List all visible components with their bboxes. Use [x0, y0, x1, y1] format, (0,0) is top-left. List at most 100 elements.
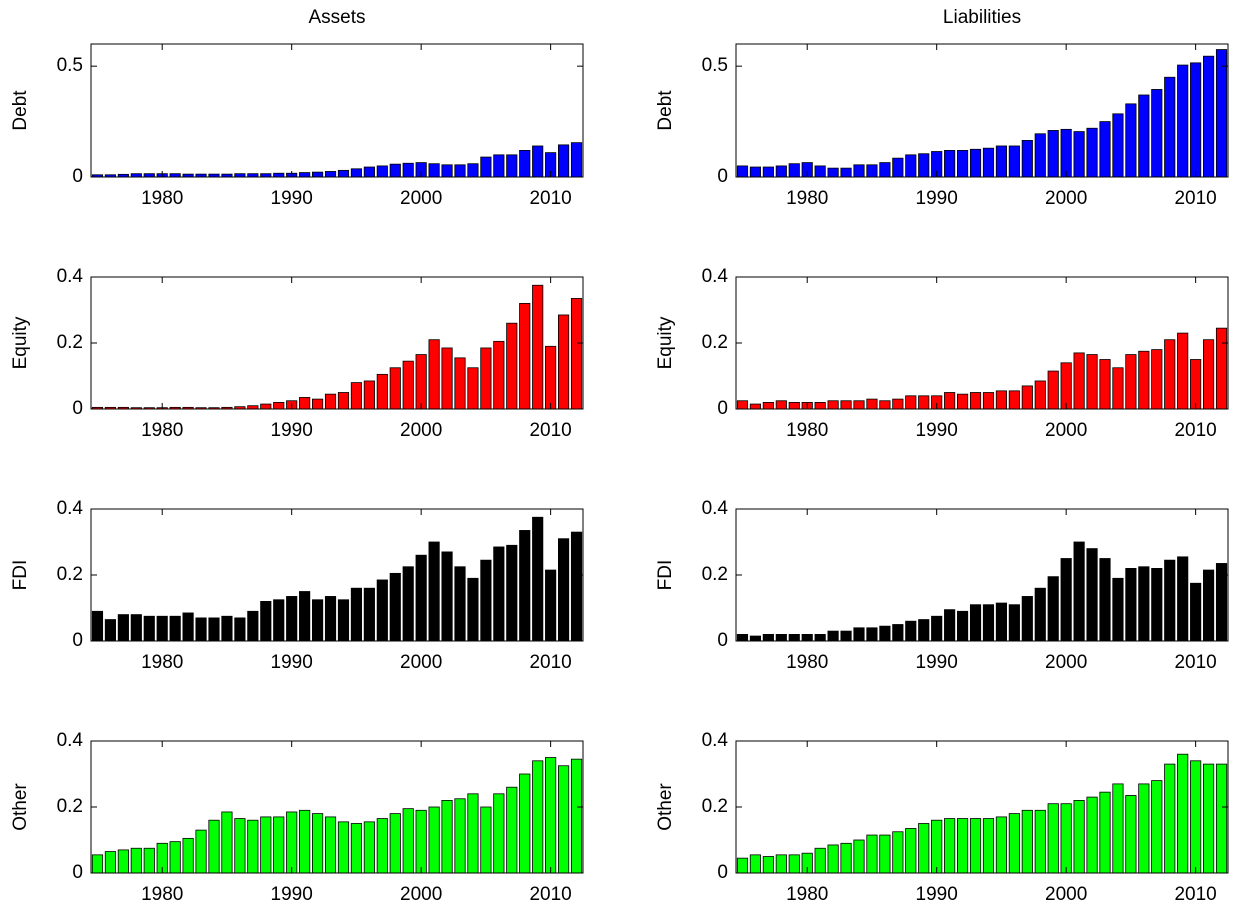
bar [350, 587, 362, 642]
bar [299, 591, 311, 642]
x-tick-label: 2000 [1045, 652, 1087, 673]
x-tick-label: 2000 [1045, 188, 1087, 209]
y-tick-label: 0.5 [57, 55, 83, 76]
bar [273, 816, 285, 874]
bar [762, 166, 774, 178]
bar [1203, 55, 1215, 178]
bar [853, 400, 865, 410]
bar [337, 169, 350, 178]
bar [363, 587, 375, 642]
bar [195, 617, 207, 642]
bar [1021, 809, 1033, 874]
bar [441, 164, 453, 178]
bar [788, 854, 800, 874]
bar [299, 172, 311, 178]
bar [736, 857, 749, 874]
bar [982, 392, 995, 410]
bar [130, 614, 142, 642]
bar [995, 816, 1008, 874]
bar [169, 841, 181, 874]
bar [827, 167, 839, 178]
bar [1086, 796, 1098, 874]
bar [957, 818, 969, 874]
bar [1125, 354, 1137, 410]
bar [545, 345, 557, 410]
x-tick-label: 2010 [1174, 420, 1216, 441]
bar [1112, 367, 1124, 410]
bar [1060, 558, 1072, 642]
x-tick-label: 2010 [529, 652, 571, 673]
bar [1190, 760, 1202, 874]
bar [558, 144, 570, 178]
bar [273, 401, 285, 410]
bar [905, 395, 917, 410]
bar [143, 615, 155, 642]
bar [558, 765, 570, 874]
bar [1099, 121, 1111, 178]
y-tick-label: 0 [717, 630, 728, 651]
bar [1073, 131, 1085, 178]
y-tick-label: 0.2 [57, 332, 83, 353]
bar [467, 163, 479, 178]
axes-frame [735, 43, 1229, 178]
bar [143, 847, 155, 874]
bar [260, 816, 272, 874]
bar [1047, 576, 1059, 642]
bar [182, 612, 194, 642]
bar [1086, 127, 1098, 178]
bar [1164, 763, 1176, 874]
bar [969, 818, 982, 874]
y-tick-label: 0.2 [702, 796, 728, 817]
x-tick-label: 2010 [529, 884, 571, 905]
bar [892, 398, 904, 410]
x-tick-label: 1990 [271, 652, 313, 673]
bar [788, 634, 800, 642]
bar [428, 806, 440, 874]
bar [376, 165, 388, 178]
y-tick-label: 0.2 [702, 564, 728, 585]
bar [480, 347, 492, 410]
bar [1021, 596, 1033, 642]
x-tick-label: 1980 [141, 884, 183, 905]
axes-frame [735, 276, 1229, 410]
x-tick-label: 2010 [1174, 884, 1216, 905]
bar [853, 839, 865, 874]
bar [840, 400, 852, 410]
bar [389, 813, 401, 874]
axes-frame [90, 276, 584, 410]
y-tick-label: 0.5 [702, 55, 728, 76]
bar [853, 164, 865, 178]
bar [311, 171, 324, 178]
bar [1125, 795, 1137, 874]
bar [324, 393, 337, 410]
bar [389, 367, 401, 410]
bar [467, 367, 479, 410]
panel-title: Liabilities [943, 7, 1021, 28]
bar [1177, 556, 1189, 642]
bar [506, 544, 518, 642]
bar [376, 818, 388, 874]
bar [558, 538, 570, 642]
bar [788, 163, 800, 178]
bar [441, 800, 453, 874]
bar [286, 811, 298, 874]
bar [866, 627, 878, 642]
bar [736, 634, 749, 642]
bar [519, 773, 531, 874]
bar [1060, 362, 1072, 410]
bar [905, 154, 917, 178]
bar [1125, 103, 1137, 178]
bar [467, 793, 479, 874]
bar [1164, 76, 1176, 178]
bar [1125, 568, 1137, 642]
bar [454, 357, 466, 410]
bar [1086, 354, 1098, 410]
y-tick-label: 0 [72, 398, 83, 419]
bar [749, 166, 762, 178]
x-tick-label: 1990 [271, 188, 313, 209]
bar [389, 163, 401, 178]
bar [545, 569, 557, 642]
bar [208, 617, 220, 642]
bar [350, 823, 362, 874]
bar [1151, 349, 1163, 410]
